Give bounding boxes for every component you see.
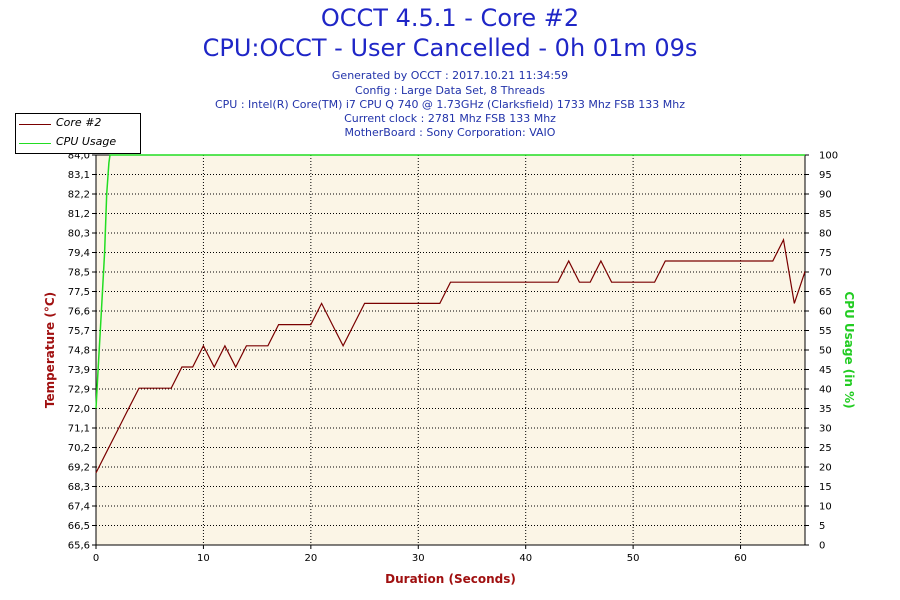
y2-tick-label: 0 (819, 541, 825, 552)
y-tick-label: 78,5 (68, 268, 90, 279)
info-motherboard: MotherBoard : Sony Corporation: VAIO (344, 126, 556, 139)
series-line-core (95, 237, 806, 474)
x-tick-label: 10 (197, 553, 210, 564)
chart-subtitle: CPU:OCCT - User Cancelled - 0h 01m 09s (202, 34, 698, 62)
y2-tick-label: 90 (819, 190, 832, 201)
info-cpu: CPU : Intel(R) Core(TM) i7 CPU Q 740 @ 1… (214, 98, 686, 111)
y-axis-label: Temperature (°C) (43, 292, 57, 408)
y2-tick-label: 10 (819, 502, 832, 513)
y2-tick-label: 100 (819, 151, 838, 162)
y2-tick-label: 75 (819, 248, 832, 259)
y2-tick-label: 60 (819, 307, 832, 318)
y-tick-label: 82,2 (68, 190, 90, 201)
x-tick-label: 0 (93, 553, 99, 564)
y2-tick-label: 70 (819, 268, 832, 279)
y2-tick-label: 30 (819, 424, 832, 435)
y2-tick-label: 25 (819, 443, 832, 454)
x-tick-label: 60 (734, 553, 747, 564)
y2-tick-label: 40 (819, 385, 832, 396)
x-tick-label: 40 (519, 553, 532, 564)
x-tick-label: 20 (304, 553, 317, 564)
y2-tick-label: 20 (819, 463, 832, 474)
y-tick-label: 72,0 (68, 404, 90, 415)
y-tick-label: 73,9 (68, 365, 90, 376)
y2-tick-label: 95 (819, 170, 832, 181)
legend-swatch-cpu-usage (19, 143, 51, 144)
y-tick-label: 69,2 (68, 463, 90, 474)
info-current-clock: Current clock : 2781 Mhz FSB 133 Mhz (344, 112, 556, 125)
chart-legend: Core #2 CPU Usage (15, 113, 141, 154)
x-tick-label: 50 (627, 553, 640, 564)
info-generated: Generated by OCCT : 2017.10.21 11:34:59 (331, 69, 569, 82)
y2-tick-label: 50 (819, 346, 832, 357)
y-tick-label: 70,2 (68, 443, 90, 454)
x-axis-label: Duration (Seconds) (385, 572, 516, 586)
y-tick-label: 81,2 (68, 209, 90, 220)
y2-tick-label: 65 (819, 287, 832, 298)
y-tick-label: 74,8 (68, 346, 90, 357)
y-tick-label: 68,3 (68, 482, 90, 493)
y2-tick-label: 45 (819, 365, 832, 376)
legend-label-cpu-usage: CPU Usage (56, 135, 117, 148)
y-tick-label: 80,3 (68, 229, 90, 240)
y2-tick-label: 15 (819, 482, 832, 493)
y2-tick-label: 35 (819, 404, 832, 415)
y2-tick-label: 55 (819, 326, 832, 337)
y-tick-label: 77,5 (68, 287, 90, 298)
y-tick-label: 75,7 (68, 326, 90, 337)
y-tick-label: 71,1 (68, 424, 90, 435)
y-tick-label: 67,4 (68, 502, 90, 513)
series-line-cpu-usage (95, 154, 805, 409)
y-tick-label: 84,0 (68, 151, 90, 162)
y-tick-label: 72,9 (68, 385, 90, 396)
info-config: Config : Large Data Set, 8 Threads (355, 84, 545, 97)
y-tick-label: 76,6 (68, 307, 90, 318)
legend-label-core: Core #2 (56, 116, 102, 129)
y2-tick-label: 85 (819, 209, 832, 220)
y2-tick-label: 80 (819, 229, 832, 240)
y-tick-label: 66,5 (68, 521, 90, 532)
x-tick-label: 30 (412, 553, 425, 564)
y-tick-label: 83,1 (68, 170, 90, 181)
chart-title: OCCT 4.5.1 - Core #2 (320, 4, 580, 32)
legend-swatch-core (19, 124, 51, 125)
y2-axis-label: CPU Usage (in %) (842, 291, 856, 408)
legend-item-cpu-usage: CPU Usage (16, 134, 140, 152)
legend-item-core: Core #2 (16, 115, 140, 133)
y-tick-label: 79,4 (68, 248, 90, 259)
y-tick-label: 65,6 (68, 541, 90, 552)
y2-tick-label: 5 (819, 521, 825, 532)
